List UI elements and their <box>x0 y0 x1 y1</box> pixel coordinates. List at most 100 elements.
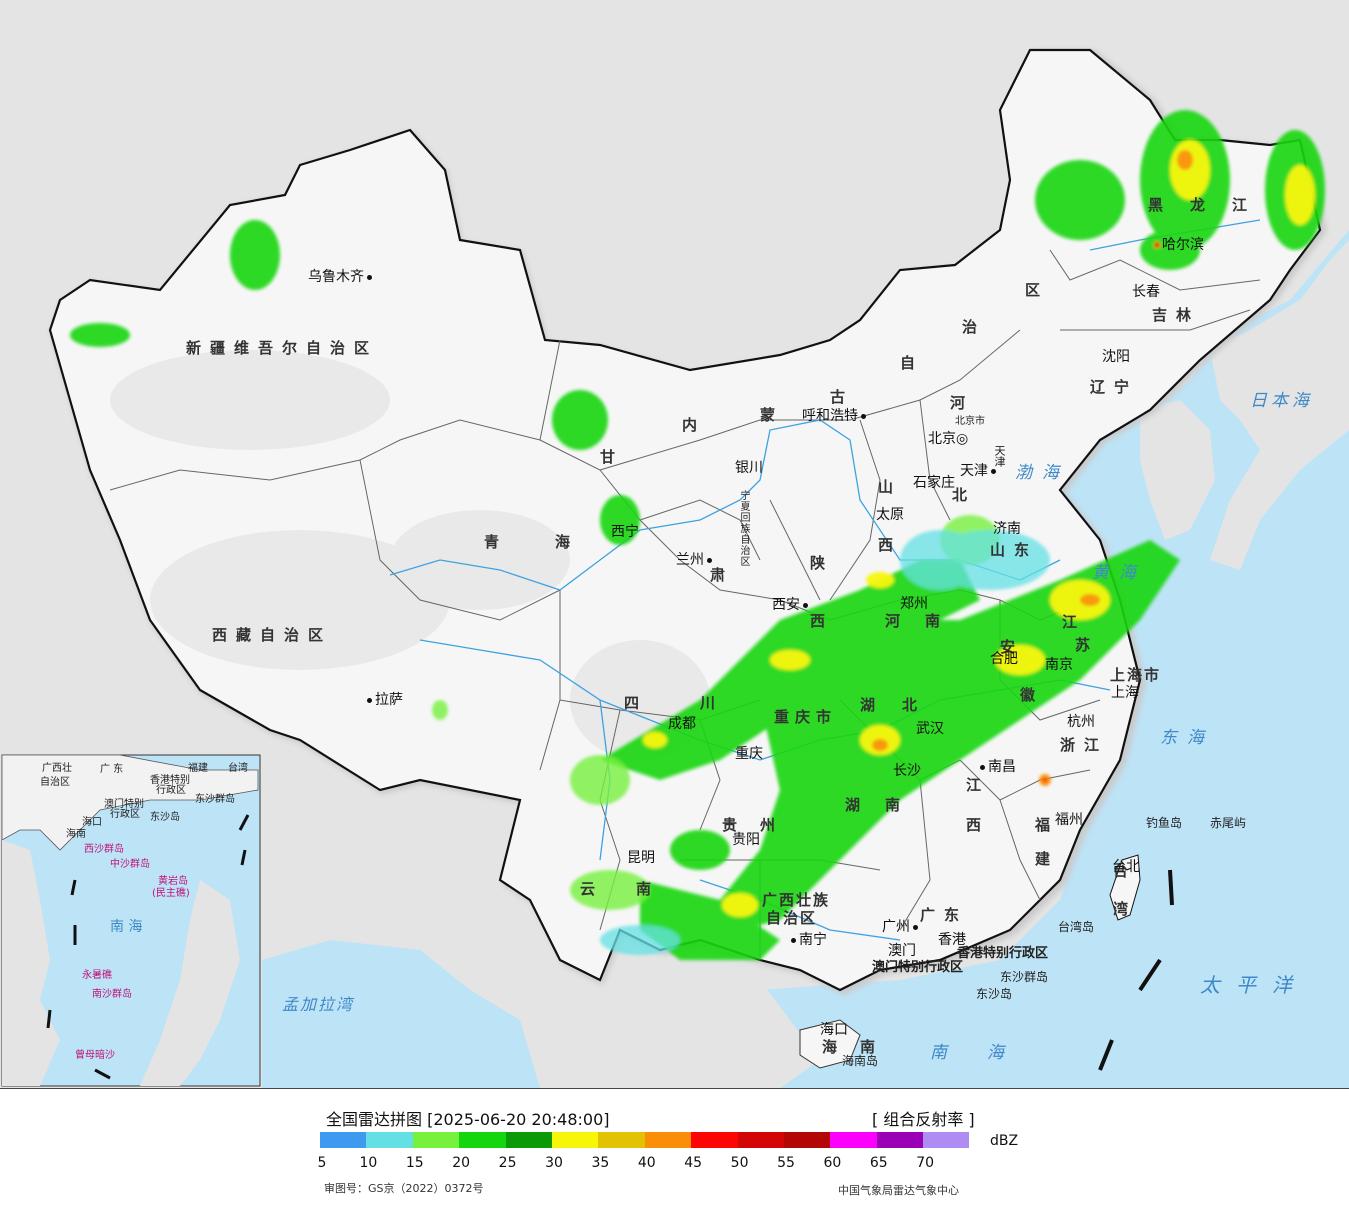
terrain-texture <box>110 350 710 760</box>
province-label-guangxi: 自治区 <box>766 909 818 927</box>
province-label-tianjin: 天津 <box>993 445 1006 467</box>
province-label-taiwan: 台 <box>1113 862 1138 880</box>
inset-label: 行政区 <box>110 809 140 820</box>
province-label-qinghai: 海 <box>555 533 580 551</box>
inset-label: 广 东 <box>100 764 124 775</box>
province-label-henan: 南 <box>925 612 950 630</box>
city-nanchang: 南昌 <box>977 760 1016 774</box>
province-label-xizang: 西藏自治区 <box>212 626 333 644</box>
province-label-gansu: 肃 <box>710 566 735 584</box>
province-label-neimeng: 自 <box>900 354 925 372</box>
scale-cell <box>644 1132 692 1148</box>
province-label-jiangsu: 苏 <box>1075 636 1100 654</box>
city-yinchuan: 银川 <box>735 460 763 476</box>
scale-tick-label: 30 <box>545 1155 563 1171</box>
city-zhengzhou: 郑州 <box>900 596 928 612</box>
province-label-neimeng: 区 <box>1025 281 1050 299</box>
city-dot <box>803 602 808 608</box>
inset-label: 澳门特别 <box>104 799 144 810</box>
province-label-hunan: 湖 <box>845 796 870 814</box>
taiwan-island <box>1109 854 1141 921</box>
scale-cell <box>366 1132 413 1148</box>
city-taiyuan: 太原 <box>876 507 904 523</box>
province-label-guangdong: 广东 <box>920 906 969 924</box>
scale-tick-label: 55 <box>777 1155 795 1171</box>
province-label-anhui: 徽 <box>1020 686 1045 704</box>
sea-label-nanhai: 南海 <box>930 1043 1044 1063</box>
scale-cell <box>320 1132 367 1148</box>
province-label-hunan: 南 <box>885 796 910 814</box>
sea-bay-of-bengal <box>262 940 560 1088</box>
sea-label-huanghai: 黄海 <box>1092 563 1146 583</box>
province-label-qinghai: 青 <box>484 533 509 551</box>
island-label-diaoyu: 钓鱼岛 <box>1146 816 1183 830</box>
province-label-shanxi: 西 <box>878 536 903 554</box>
province-label-hainan: 南 <box>860 1038 885 1056</box>
province-label-jiangxi: 江 <box>966 776 991 794</box>
inset-label: 东沙岛 <box>150 812 180 823</box>
province-label-macau: 澳门特别行政区 <box>872 960 964 975</box>
province-label-ningxia: 宁夏回族自治区 <box>738 490 749 567</box>
city-xining: 西宁 <box>611 524 639 540</box>
province-label-fujian: 建 <box>1035 850 1060 868</box>
province-label-beijing: 北京市 <box>955 416 985 427</box>
province-label-jilin: 吉林 <box>1152 306 1201 324</box>
scale-cell <box>505 1132 552 1148</box>
province-label-hubei: 湖 <box>860 696 885 714</box>
province-label-shaanxi: 陕 <box>810 554 835 572</box>
province-label-henan: 河 <box>885 612 910 630</box>
city-shenyang: 沈阳 <box>1102 349 1130 365</box>
inset-label: 广西壮 <box>42 763 72 774</box>
main-dash-line <box>1098 869 1174 1071</box>
province-label-yunnan: 云 <box>580 880 605 898</box>
scale-tick-label: 35 <box>591 1155 610 1171</box>
province-label-neimeng: 蒙 <box>760 406 785 424</box>
province-label-anhui: 安 <box>1000 638 1025 656</box>
scale-tick-label: 20 <box>452 1155 471 1171</box>
south-china-sea-inset <box>1 754 261 1087</box>
city-guangzhou: 广州 <box>882 920 921 934</box>
city-harbin: 哈尔滨 <box>1162 237 1204 253</box>
province-label-shaanxi: 西 <box>810 612 835 630</box>
province-label-heilongjiang: 江 <box>1232 196 1257 214</box>
city-wuhan: 武汉 <box>916 721 944 737</box>
province-label-neimeng: 治 <box>962 318 987 336</box>
scale-cell <box>830 1132 877 1148</box>
map-title: 全国雷达拼图 [2025-06-20 20:48:00] <box>326 1110 610 1129</box>
city-dot <box>861 413 866 419</box>
city-taibei: 台北 <box>1112 859 1140 875</box>
hainan-island <box>799 1019 861 1069</box>
sea-label-ribenhai: 日本海 <box>1250 391 1313 411</box>
scale-tick-label: 50 <box>730 1155 749 1171</box>
inset-island: 中沙群岛 <box>110 859 150 870</box>
city-beijing: 北京◎ <box>928 431 969 447</box>
city-nanjing: 南京 <box>1045 657 1073 673</box>
city-dot <box>707 557 712 563</box>
city-lanzhou: 兰州 <box>676 553 715 567</box>
province-label-hubei: 北 <box>902 696 927 714</box>
inset-label: 台湾 <box>228 763 248 774</box>
province-label-neimeng: 古 <box>830 388 855 406</box>
scale-tick-label: 15 <box>405 1155 424 1171</box>
scale-tick-label: 65 <box>869 1155 888 1171</box>
city-urumqi: 乌鲁木齐 <box>308 270 375 284</box>
scale-cell <box>598 1132 645 1148</box>
city-xian: 西安 <box>772 598 811 612</box>
sea-label-taipingyang: 太平洋 <box>1200 973 1308 997</box>
color-scale <box>320 1132 970 1148</box>
city-kunming: 昆明 <box>627 850 655 866</box>
city-nanning: 南宁 <box>788 933 827 947</box>
province-label-xinjiang: 新疆维吾尔自治区 <box>186 339 379 357</box>
inset-label: 东沙群岛 <box>195 794 235 805</box>
island-label-chiwei: 赤尾屿 <box>1210 816 1247 830</box>
product-name: [ 组合反射率 ] <box>872 1110 975 1129</box>
scale-tick-label: 45 <box>684 1155 703 1171</box>
inset-label: 海南 <box>66 829 86 840</box>
inset-island: 西沙群岛 <box>84 844 124 855</box>
city-hongkong: 香港 <box>938 932 966 948</box>
radar-echoes <box>70 110 1325 960</box>
city-fuzhou: 福州 <box>1055 812 1083 828</box>
city-hangzhou: 杭州 <box>1067 714 1095 730</box>
province-label-hainan: 海 <box>822 1038 847 1056</box>
city-macau: 澳门 <box>888 943 916 959</box>
